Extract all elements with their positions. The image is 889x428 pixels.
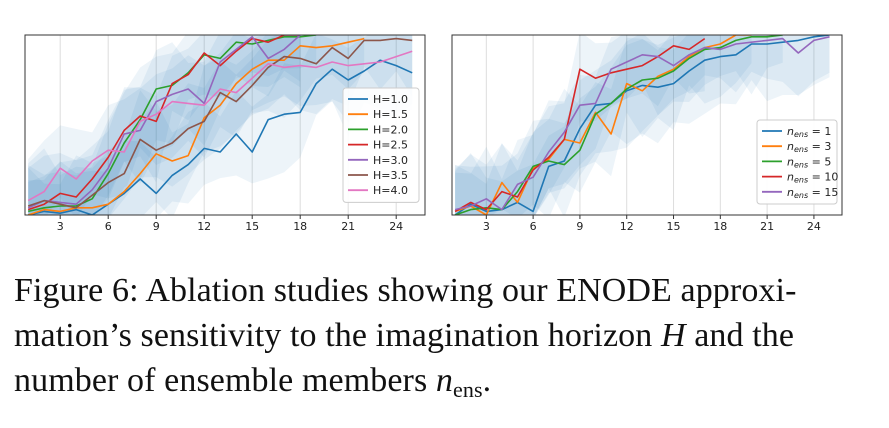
variance-band [455, 35, 830, 215]
legend-label: H=1.5 [373, 108, 408, 121]
legend-label: H=2.5 [373, 139, 408, 152]
plot-frame [451, 34, 843, 216]
series-line [27, 50, 413, 202]
x-tick-label: 21 [341, 220, 355, 233]
variance-band [28, 35, 301, 215]
series-line [454, 36, 830, 211]
legend-label: nens = 1 [787, 125, 831, 139]
series-line [454, 35, 783, 215]
x-tick-label: 3 [57, 220, 64, 233]
x-tick-label: 15 [667, 220, 681, 233]
x-tick-label: 15 [245, 220, 259, 233]
plot-frame [24, 34, 426, 216]
caption-subscript: ens [453, 377, 483, 402]
legend-box [342, 87, 420, 203]
series-line [27, 35, 301, 209]
caption-var-n: n [435, 362, 454, 399]
x-tick-label: 9 [576, 220, 583, 233]
x-tick-label: 12 [620, 220, 634, 233]
caption-text: mation’s sensitivity to the imagination … [14, 317, 661, 354]
series-lines [454, 35, 830, 215]
variance-band [28, 35, 301, 215]
variance-band [455, 35, 830, 215]
caption-text: number of ensemble members [14, 362, 436, 399]
x-tick-label: 24 [389, 220, 403, 233]
series-line [454, 37, 706, 213]
series-line [28, 59, 413, 215]
chart-panel-1: 3 6 9 12 15 18 21 24H=1.0H=1.5H=2.0H=2.5H=3.0H=… [24, 34, 426, 233]
caption-var-h: H [660, 317, 686, 354]
legend-label: nens = 3 [787, 140, 831, 154]
series-line [27, 37, 413, 209]
x-tick-label: 18 [713, 220, 727, 233]
variance-band [28, 35, 413, 215]
x-tick-label: 12 [197, 220, 211, 233]
legend: H=1.0 H=1.5 H=2.0 H=2.5 H=3.0 H=3.5 H=4.0 [342, 87, 420, 203]
variance-band [28, 35, 317, 215]
x-tick-label: 18 [293, 220, 307, 233]
x-tick-label: 9 [153, 220, 160, 233]
caption-text: . [482, 362, 492, 399]
x-tick-label: 21 [760, 220, 774, 233]
variance-bands [28, 35, 413, 215]
figure: 3 6 9 12 15 18 21 24H=1.0H=1.5H=2.0H=2.5H=3.0H=… [24, 34, 843, 233]
caption-line-3: number of ensemble members nens. [14, 358, 876, 412]
legend-label: H=2.0 [373, 123, 408, 136]
caption-line-2: mation’s sensitivity to the imagination … [14, 313, 876, 358]
legend-label: H=1.0 [373, 93, 408, 106]
legend-box [756, 119, 838, 205]
legend-label: H=3.0 [373, 154, 408, 167]
legend-label: nens = 15 [787, 186, 838, 200]
legend-label: H=4.0 [373, 184, 408, 197]
legend-label: H=3.5 [373, 169, 408, 182]
caption-text: and the [685, 317, 795, 354]
x-tick-label: 24 [807, 220, 821, 233]
legend-label: nens = 10 [787, 171, 838, 185]
figure-caption: Figure 6: Ablation studies showing our E… [14, 268, 876, 412]
x-tick-label: 6 [530, 220, 537, 233]
series-line [27, 37, 365, 215]
variance-band [28, 35, 413, 215]
series-lines [27, 35, 413, 215]
x-tick-label: 6 [105, 220, 112, 233]
variance-band [28, 35, 413, 215]
caption-line-1: Figure 6: Ablation studies showing our E… [14, 272, 797, 309]
legend-label: nens = 5 [787, 155, 831, 169]
x-tick-label: 3 [483, 220, 490, 233]
